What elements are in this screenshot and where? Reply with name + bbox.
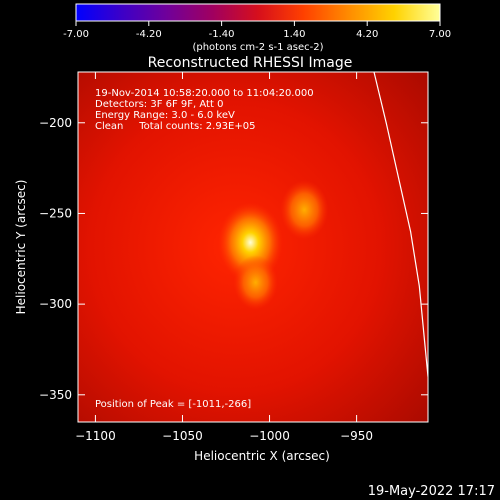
x-axis: −1100 −1050 −1000 −950 bbox=[75, 72, 373, 443]
annotation-line: 19-Nov-2014 10:58:20.000 to 11:04:20.000 bbox=[95, 88, 314, 99]
y-tick-label: −300 bbox=[39, 297, 72, 311]
colorbar-ticks: -7.00 -4.20 -1.40 1.40 4.20 7.00 bbox=[63, 21, 451, 40]
annotation-line: Clean Total counts: 2.93E+05 bbox=[95, 121, 255, 132]
image-area bbox=[78, 72, 428, 422]
y-axis: −200 −250 −300 −350 bbox=[39, 116, 428, 402]
timestamp: 19-May-2022 17:17 bbox=[368, 484, 495, 499]
x-axis-label: Heliocentric X (arcsec) bbox=[194, 449, 330, 463]
peak-position-label: Position of Peak = [-1011,-266] bbox=[95, 399, 251, 410]
observation-annotations: 19-Nov-2014 10:58:20.000 to 11:04:20.000… bbox=[95, 88, 314, 132]
annotation-line: Detectors: 3F 6F 9F, Att 0 bbox=[95, 99, 223, 110]
plot-frame bbox=[77, 71, 429, 423]
colorbar-tick-label: -4.20 bbox=[136, 29, 162, 40]
colorbar-tick-label: -1.40 bbox=[209, 29, 235, 40]
emission-source bbox=[280, 180, 329, 240]
colorbar-tick-label: -7.00 bbox=[63, 29, 89, 40]
colorbar-tick-label: 1.40 bbox=[283, 29, 305, 40]
colorbar-tick-label: 4.20 bbox=[356, 29, 378, 40]
y-tick-label: −200 bbox=[39, 116, 72, 130]
x-tick-label: −1050 bbox=[162, 429, 203, 443]
solar-limb-curve bbox=[373, 72, 428, 377]
y-tick-label: −250 bbox=[39, 206, 72, 220]
x-tick-label: −950 bbox=[340, 429, 373, 443]
chart-title: Reconstructed RHESSI Image bbox=[148, 55, 353, 71]
y-axis-label: Heliocentric Y (arcsec) bbox=[14, 180, 28, 315]
colorbar-unit-label: (photons cm-2 s-1 asec-2) bbox=[192, 42, 323, 53]
annotation-line: Energy Range: 3.0 - 6.0 keV bbox=[95, 110, 235, 121]
y-tick-label: −350 bbox=[39, 388, 72, 402]
emission-sources bbox=[218, 180, 329, 310]
colorbar bbox=[75, 3, 441, 22]
x-tick-label: −1100 bbox=[75, 429, 116, 443]
x-tick-label: −1000 bbox=[249, 429, 290, 443]
colorbar-tick-label: 7.00 bbox=[429, 29, 451, 40]
emission-source bbox=[233, 255, 278, 310]
